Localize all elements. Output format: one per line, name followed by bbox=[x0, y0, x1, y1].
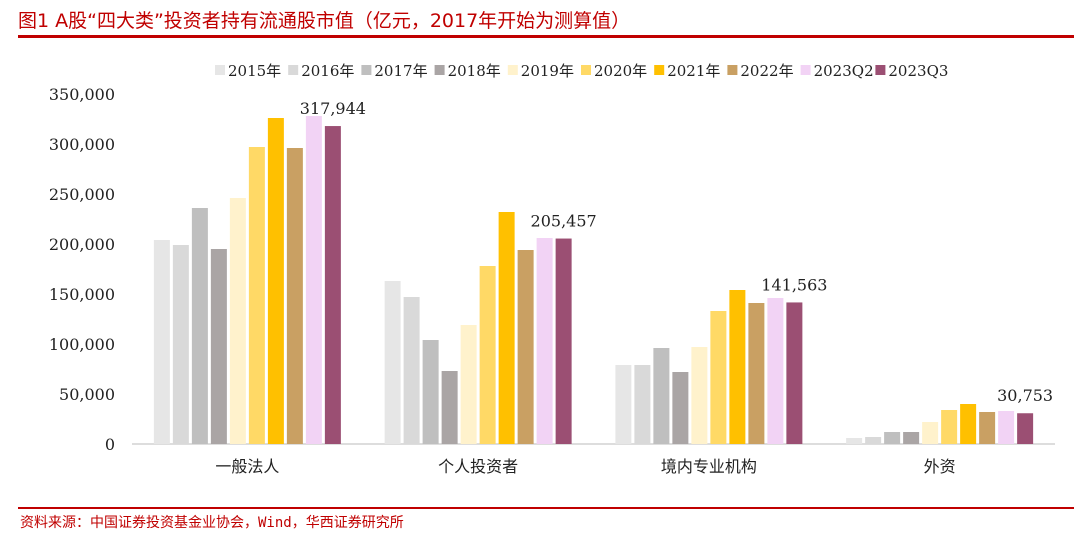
legend-swatch bbox=[654, 65, 665, 75]
bar-2019年-外资 bbox=[922, 422, 939, 444]
bar-2023Q3-一般法人 bbox=[324, 126, 341, 444]
source-divider bbox=[18, 507, 1074, 509]
legend-swatch bbox=[434, 65, 445, 75]
bar-2016年-境内专业机构 bbox=[634, 365, 651, 444]
title-divider bbox=[18, 35, 1074, 38]
y-tick-label: 0 bbox=[105, 435, 115, 454]
legend-label: 2023Q3 bbox=[888, 62, 948, 80]
legend-label: 2017年 bbox=[374, 62, 427, 80]
bar-2022年-外资 bbox=[979, 412, 996, 444]
legend-label: 2015年 bbox=[228, 62, 281, 80]
legend-swatch bbox=[727, 65, 738, 75]
bar-2017年-个人投资者 bbox=[422, 340, 439, 444]
bar-2016年-个人投资者 bbox=[403, 297, 420, 444]
bar-2017年-一般法人 bbox=[191, 208, 208, 444]
bar-2023Q3-外资 bbox=[1017, 413, 1034, 444]
bar-2015年-个人投资者 bbox=[384, 281, 401, 444]
legend-label: 2016年 bbox=[301, 62, 354, 80]
bar-2022年-境内专业机构 bbox=[748, 303, 765, 444]
bar-2020年-境内专业机构 bbox=[710, 311, 727, 444]
legend-swatch bbox=[507, 65, 518, 75]
data-label: 141,563 bbox=[761, 275, 827, 294]
legend-swatch bbox=[875, 65, 886, 75]
bar-2023Q2-个人投资者 bbox=[536, 238, 553, 444]
bar-2015年-一般法人 bbox=[153, 240, 170, 444]
bar-2023Q3-境内专业机构 bbox=[786, 302, 803, 444]
y-tick-label: 200,000 bbox=[49, 235, 115, 254]
bar-2023Q2-外资 bbox=[998, 411, 1015, 444]
y-tick-label: 350,000 bbox=[49, 85, 115, 104]
bar-2015年-外资 bbox=[846, 438, 863, 444]
bar-2023Q3-个人投资者 bbox=[555, 238, 572, 444]
bar-2020年-个人投资者 bbox=[479, 266, 496, 444]
bar-2019年-个人投资者 bbox=[460, 325, 477, 444]
x-tick-label: 一般法人 bbox=[215, 457, 279, 476]
bar-2019年-一般法人 bbox=[229, 198, 246, 444]
bar-2016年-外资 bbox=[865, 437, 882, 444]
legend-label: 2018年 bbox=[448, 62, 501, 80]
bar-2023Q2-境内专业机构 bbox=[767, 298, 784, 444]
x-tick-label: 外资 bbox=[924, 457, 956, 476]
bar-2018年-境内专业机构 bbox=[672, 372, 689, 444]
bar-2021年-一般法人 bbox=[267, 118, 284, 444]
data-label: 205,457 bbox=[531, 212, 597, 231]
y-tick-label: 50,000 bbox=[59, 385, 115, 404]
source-note: 资料来源：中国证券投资基金业协会，Wind，华西证券研究所 bbox=[20, 515, 404, 531]
bar-2018年-一般法人 bbox=[210, 249, 227, 444]
bar-2021年-境内专业机构 bbox=[729, 290, 746, 444]
data-label: 30,753 bbox=[997, 386, 1053, 405]
legend-label: 2020年 bbox=[594, 62, 647, 80]
legend-swatch bbox=[288, 65, 299, 75]
legend-label: 2019年 bbox=[521, 62, 574, 80]
x-tick-label: 个人投资者 bbox=[438, 457, 518, 476]
bar-2022年-个人投资者 bbox=[517, 250, 534, 444]
legend-label: 2022年 bbox=[740, 62, 793, 80]
bar-2020年-外资 bbox=[941, 410, 958, 444]
legend-swatch bbox=[581, 65, 591, 75]
bar-2016年-一般法人 bbox=[172, 245, 189, 444]
bar-2021年-外资 bbox=[960, 404, 977, 444]
legend-swatch bbox=[800, 65, 811, 75]
legend-swatch bbox=[361, 65, 372, 75]
y-tick-label: 100,000 bbox=[49, 335, 115, 354]
bar-2018年-外资 bbox=[903, 432, 920, 444]
data-label: 317,944 bbox=[300, 99, 366, 118]
bar-2015年-境内专业机构 bbox=[615, 365, 632, 444]
legend-label: 2021年 bbox=[667, 62, 720, 80]
bar-2020年-一般法人 bbox=[248, 147, 265, 444]
y-tick-label: 300,000 bbox=[49, 135, 115, 154]
x-tick-label: 境内专业机构 bbox=[661, 457, 757, 476]
bar-2019年-境内专业机构 bbox=[691, 347, 708, 444]
bar-2022年-一般法人 bbox=[286, 148, 303, 444]
bar-2018年-个人投资者 bbox=[441, 371, 458, 444]
bar-2023Q2-一般法人 bbox=[305, 116, 322, 444]
bar-2017年-外资 bbox=[884, 432, 901, 444]
legend-swatch bbox=[215, 65, 225, 75]
legend-label: 2023Q2 bbox=[814, 62, 874, 80]
bar-2017年-境内专业机构 bbox=[653, 348, 670, 444]
chart-title: 图1 A股“四大类”投资者持有流通股市值（亿元，2017年开始为测算值） bbox=[18, 10, 631, 32]
y-tick-label: 150,000 bbox=[49, 285, 115, 304]
y-tick-label: 250,000 bbox=[49, 185, 115, 204]
bar-2021年-个人投资者 bbox=[498, 212, 515, 444]
